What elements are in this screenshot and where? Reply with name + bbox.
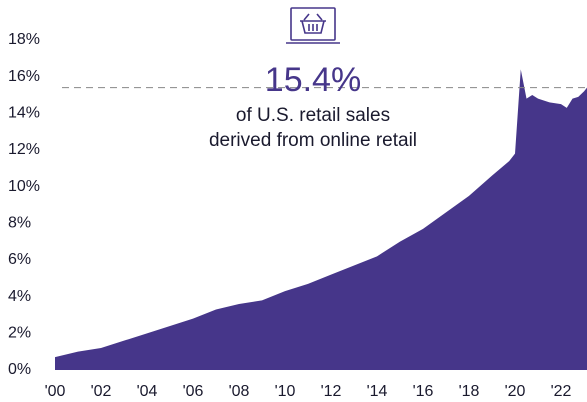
- x-tick-label: '00: [45, 383, 66, 400]
- x-tick-label: '22: [551, 383, 572, 400]
- y-tick-label: 4%: [8, 288, 31, 305]
- y-tick-label: 2%: [8, 325, 31, 342]
- x-tick-label: '18: [459, 383, 480, 400]
- x-tick-label: '04: [137, 383, 158, 400]
- y-tick-label: 18%: [8, 31, 40, 48]
- y-tick-label: 10%: [8, 178, 40, 195]
- x-tick-label: '10: [275, 383, 296, 400]
- x-tick-label: '20: [505, 383, 526, 400]
- y-tick-label: 8%: [8, 215, 31, 232]
- y-tick-label: 6%: [8, 251, 31, 268]
- y-tick-label: 16%: [8, 68, 40, 85]
- y-tick-label: 12%: [8, 141, 40, 158]
- annotation-line: of U.S. retail sales: [236, 105, 390, 126]
- y-tick-label: 0%: [8, 361, 31, 378]
- x-tick-label: '12: [321, 383, 342, 400]
- annotation-line: derived from online retail: [209, 130, 417, 151]
- x-tick-label: '02: [91, 383, 112, 400]
- x-tick-label: '06: [183, 383, 204, 400]
- x-tick-label: '08: [229, 383, 250, 400]
- x-tick-label: '14: [367, 383, 388, 400]
- annotation-value: 15.4%: [265, 61, 361, 99]
- x-tick-label: '16: [413, 383, 434, 400]
- area: [55, 69, 587, 370]
- basket-icon: [286, 7, 340, 44]
- y-tick-label: 14%: [8, 105, 40, 122]
